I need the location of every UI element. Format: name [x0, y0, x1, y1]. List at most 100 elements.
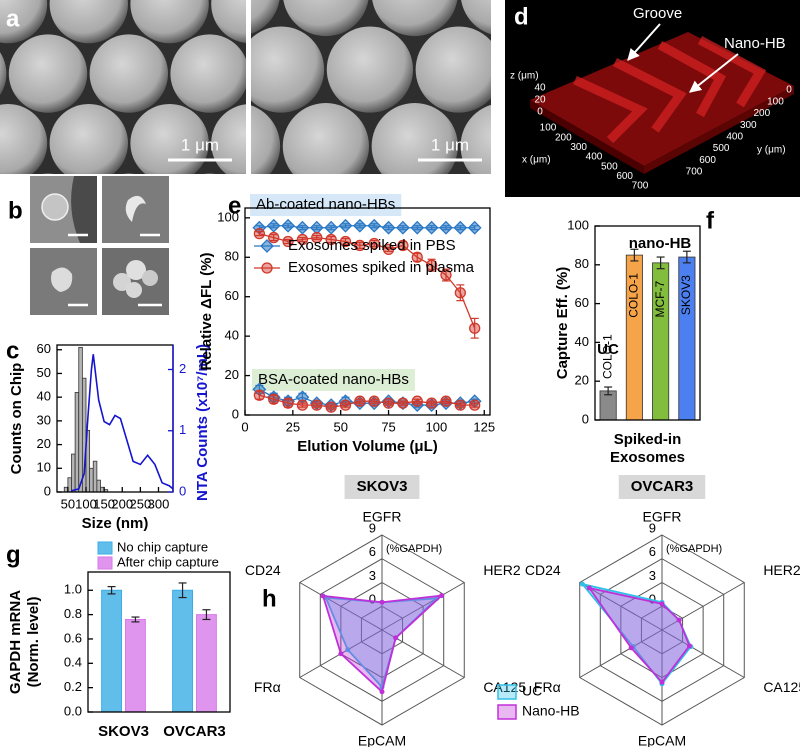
x-tick-label: 125: [473, 419, 495, 434]
data-point: [338, 218, 353, 233]
annotation-box: [250, 194, 402, 216]
radar-point: [379, 599, 385, 605]
data-point: [282, 235, 294, 248]
x-tick-label: 300: [148, 496, 170, 511]
data-point: [309, 220, 324, 235]
histogram-bar: [78, 346, 83, 493]
scale-bar-label: 1 μm: [181, 135, 219, 154]
sphere: [282, 103, 369, 174]
sphere: [371, 103, 458, 174]
arrow: [627, 23, 661, 61]
y-tick-label: 1.0: [64, 582, 82, 597]
axis-label: CA125: [763, 679, 800, 695]
sphere: [415, 26, 491, 113]
error-bar: [312, 235, 321, 241]
legend-label: After chip capture: [117, 554, 219, 569]
data-point: [453, 220, 468, 235]
error-bar: [427, 258, 436, 272]
axis-label: CD24: [245, 562, 281, 578]
arrow: [689, 53, 739, 93]
sphere: [130, 0, 209, 44]
data-point: [469, 322, 481, 334]
r-tick-label: 0: [369, 592, 376, 607]
legend-swatch: [497, 704, 517, 720]
data-point: [253, 227, 266, 240]
y-tick-label: 0: [582, 411, 589, 426]
sem-image: [251, 0, 491, 174]
annotation: BSA-coated nano-HBs: [258, 371, 409, 388]
data-point: [411, 395, 423, 407]
x-tick-label: 600: [616, 171, 633, 182]
radar-spoke: [661, 582, 745, 631]
legend-label: No chip capture: [117, 539, 208, 554]
data-point: [382, 243, 395, 256]
legend-marker: [261, 262, 273, 274]
error-bar: [341, 402, 350, 408]
sphere: [372, 0, 458, 37]
sphere: [49, 104, 128, 174]
confocal-side: [530, 100, 644, 174]
legend-label: Nano-HB: [522, 703, 580, 719]
error-bar: [441, 268, 450, 282]
radar-point: [659, 601, 665, 607]
data-point: [454, 399, 466, 411]
error-bar: [470, 402, 479, 408]
axis-label: FRα: [254, 679, 281, 695]
y-tick-label: 20: [37, 436, 51, 451]
x-tick-label: 700: [632, 181, 649, 192]
data-point: [440, 269, 452, 281]
legend-label: Exosomes spiked in PBS: [288, 237, 456, 254]
data-point: [281, 218, 295, 233]
error-bar: [327, 235, 336, 244]
radar-spoke: [299, 582, 383, 631]
sphere: [0, 174, 6, 252]
data-point: [469, 399, 481, 411]
x-tick-label: 200: [555, 132, 572, 143]
error-bar: [312, 402, 321, 408]
sphere: [283, 0, 369, 37]
data-point: [397, 239, 409, 252]
data-point: [439, 220, 453, 235]
z-tick-label: 0: [537, 107, 543, 118]
z-tick-label: 40: [534, 83, 546, 94]
confocal-surface: [530, 32, 794, 166]
radar-point: [676, 617, 682, 623]
y-tick-label: 20: [225, 367, 239, 382]
x-tick-label: 50: [61, 496, 75, 511]
data-point: [354, 239, 366, 252]
radar-spoke: [381, 582, 465, 631]
error-bar: [107, 586, 116, 595]
r-tick-label: 6: [369, 544, 376, 559]
histogram-bar: [96, 479, 101, 493]
legend-marker: [260, 239, 274, 253]
y-tick-label: 100: [767, 96, 784, 107]
y-tick-label: 100: [567, 217, 589, 232]
data-point: [282, 397, 294, 409]
y-tick-label: 60: [575, 295, 589, 310]
category-label: MCF-7: [653, 281, 667, 318]
data-point: [440, 395, 452, 407]
x-tick-label: 100: [426, 419, 448, 434]
error-bar: [355, 241, 364, 250]
x-tick-label: SKOV3: [98, 723, 149, 740]
sphere: [204, 173, 216, 174]
y-tick-label: 40: [37, 389, 51, 404]
error-bar: [298, 402, 307, 408]
y2-axis-label: NTA Counts (x10⁷/mL): [194, 344, 211, 501]
error-bar: [131, 616, 140, 623]
y-tick-label: 400: [726, 131, 743, 142]
x-axis-label: Size (nm): [82, 515, 149, 532]
error-bar: [284, 238, 293, 245]
data-point: [454, 287, 466, 299]
y-tick-label: 80: [575, 256, 589, 271]
y-tick-label: 700: [686, 167, 703, 178]
error-bar: [427, 400, 436, 406]
x-tick-label: 25: [286, 419, 300, 434]
data-point: [424, 220, 439, 235]
data-point: [266, 218, 281, 233]
sphere: [8, 34, 88, 113]
y-tick-label: 0.4: [64, 655, 82, 670]
r-tick-label: 3: [369, 568, 376, 583]
data-point: [395, 220, 410, 235]
